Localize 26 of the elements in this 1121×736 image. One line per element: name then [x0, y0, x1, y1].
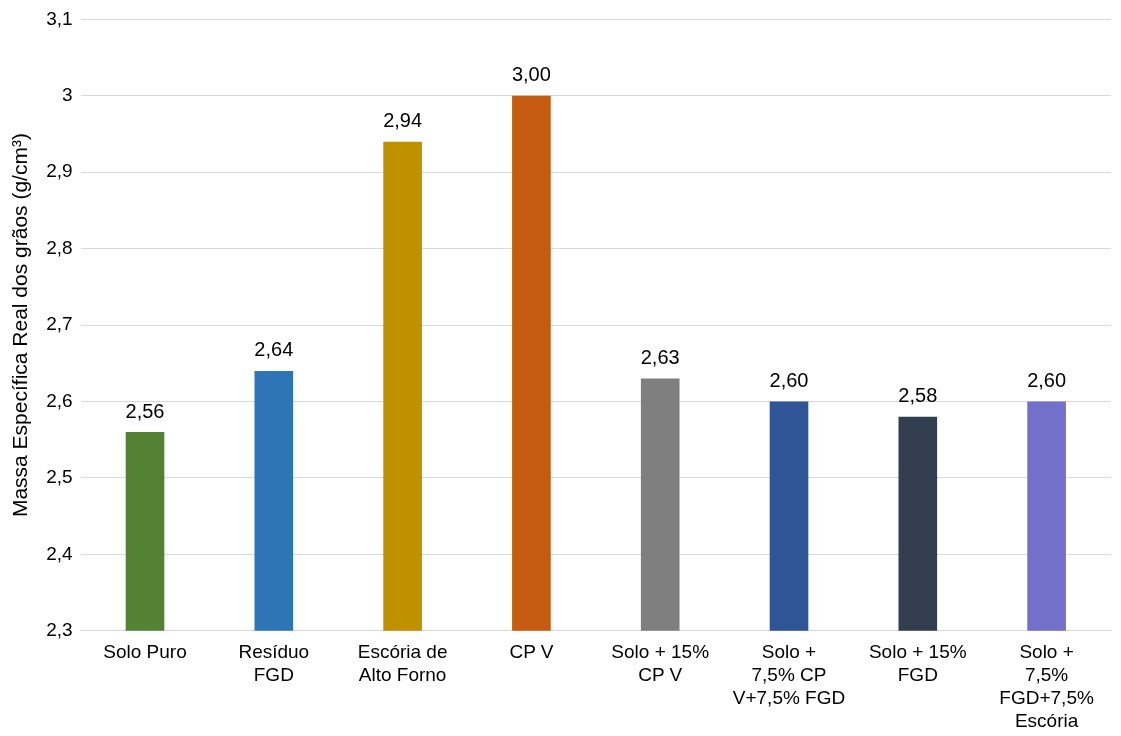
data-label: 2,94: [383, 109, 423, 132]
y-tick-label: 2,9: [46, 160, 73, 182]
y-tick-label: 2,6: [46, 389, 73, 411]
x-tick-label: Solo + 15% CP V: [611, 641, 710, 686]
y-tick-label: 2,5: [46, 466, 73, 488]
y-tick-label: 3,1: [46, 7, 73, 29]
data-label: 2,60: [1027, 369, 1067, 392]
y-tick-label: 3: [62, 84, 73, 106]
x-tick-label: Solo + 7,5% FGD+7,5% Escória: [999, 641, 1094, 731]
y-axis-title: Massa Específica Real dos grãos (g/cm³): [8, 133, 32, 518]
x-tick-label: Solo Puro: [103, 641, 187, 663]
data-label: 2,56: [125, 399, 165, 422]
data-label: 2,64: [254, 338, 294, 361]
y-tick-label: 2,4: [46, 542, 74, 564]
x-tick-label: Solo + 7,5% CP V+7,5% FGD: [732, 641, 846, 709]
data-label: 3,00: [511, 63, 551, 86]
x-tick-label: CP V: [509, 641, 554, 663]
x-tick-label: Escória de Alto Forno: [357, 641, 448, 686]
y-tick-label: 2,3: [46, 619, 73, 641]
data-label: 2,60: [769, 369, 809, 392]
y-tick-label: 2,7: [46, 313, 73, 335]
x-tick-label: Solo + 15% FGD: [868, 641, 967, 686]
y-tick-label: 2,8: [46, 236, 73, 258]
x-tick-label: Resíduo FGD: [238, 641, 310, 686]
data-label: 2,58: [898, 384, 938, 407]
data-label: 2,63: [640, 346, 680, 369]
